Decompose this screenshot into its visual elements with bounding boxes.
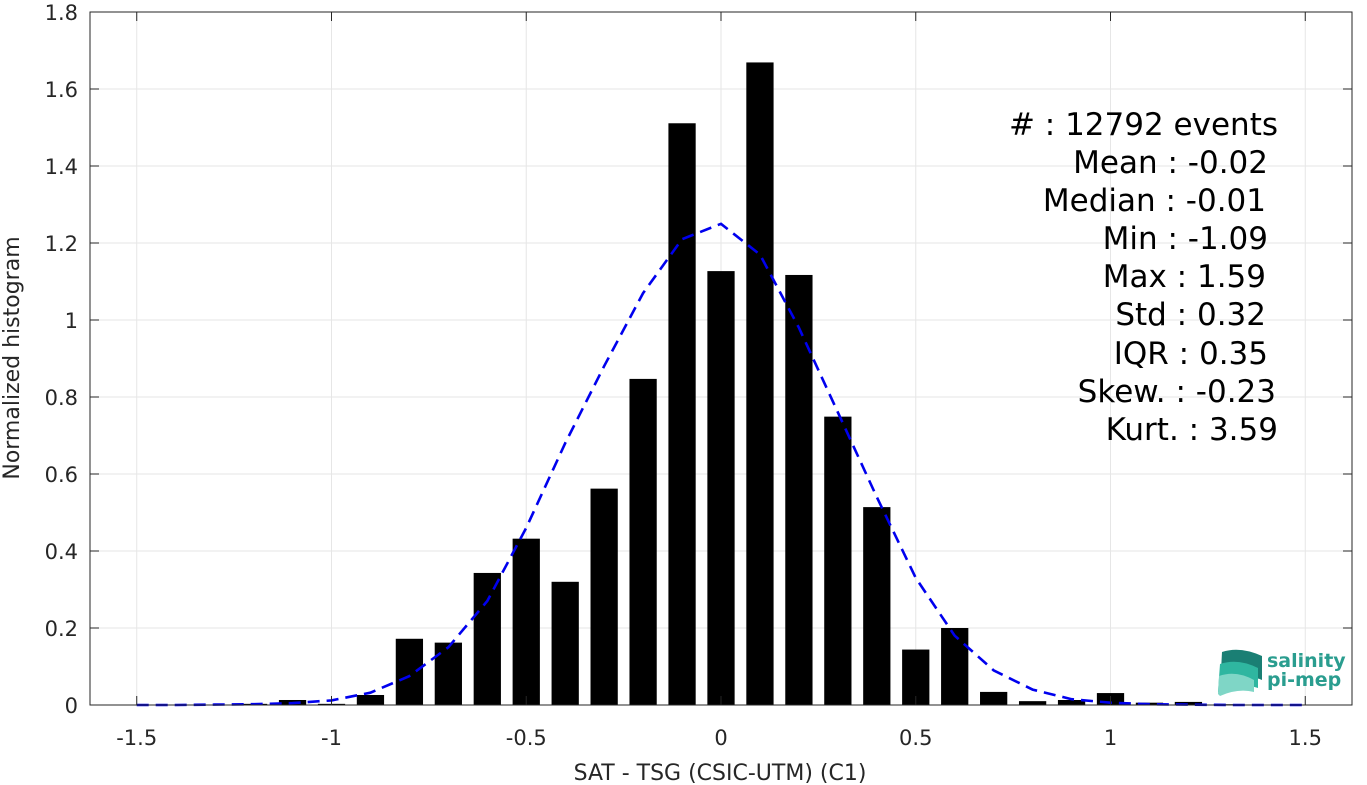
x-tick-label: 0.5 <box>899 726 932 750</box>
y-axis-ticks: 0 0.2 0.4 0.6 0.8 1 1.2 1.4 1.6 1.8 <box>45 1 1352 718</box>
y-tick-label: 1 <box>65 309 78 333</box>
y-tick-label: 0 <box>65 694 78 718</box>
histogram-bar <box>1174 701 1203 705</box>
histogram-bar <box>824 416 852 705</box>
histogram-bar <box>434 642 462 705</box>
stat-median: Median : -0.01 <box>1043 183 1266 219</box>
stat-count: # : 12792 events <box>1009 107 1278 143</box>
stat-std: Std : 0.32 <box>1115 297 1266 333</box>
x-axis-label: SAT - TSG (CSIC-UTM) (C1) <box>574 761 867 785</box>
stat-mean: Mean : -0.02 <box>1073 145 1268 181</box>
salinity-pi-mep-logo: salinity pi-mep <box>1218 649 1346 696</box>
histogram-bar <box>707 271 735 705</box>
histogram-bar <box>863 507 891 705</box>
stat-kurt: Kurt. : 3.59 <box>1106 412 1278 448</box>
stat-skew: Skew. : -0.23 <box>1078 374 1276 410</box>
y-tick-label: 1.6 <box>45 78 78 102</box>
histogram-bar <box>473 572 501 705</box>
stats-box: # : 12792 events Mean : -0.02 Median : -… <box>1009 107 1278 448</box>
histogram-bar <box>629 378 657 705</box>
x-tick-label: -1.5 <box>116 726 157 750</box>
histogram-bar <box>980 691 1008 705</box>
y-axis-label: Normalized histogram <box>0 236 25 479</box>
x-tick-label: 1 <box>1104 726 1117 750</box>
x-tick-label: -1 <box>321 726 342 750</box>
x-axis-ticks: -1.5 -1 -0.5 0 0.5 1 1.5 <box>116 12 1322 750</box>
histogram-bar <box>356 694 385 705</box>
histogram-bar <box>1018 701 1047 705</box>
x-tick-label: 0 <box>714 726 727 750</box>
histogram-bar <box>551 581 579 705</box>
logo-line2: pi-mep <box>1267 669 1341 691</box>
x-tick-label: -0.5 <box>506 726 547 750</box>
histogram-bar <box>746 62 774 706</box>
stat-max: Max : 1.59 <box>1103 259 1266 295</box>
stat-iqr: IQR : 0.35 <box>1114 336 1268 372</box>
histogram-bar <box>941 628 969 705</box>
histogram-bar <box>395 638 424 705</box>
y-tick-label: 1.2 <box>45 232 78 256</box>
histogram-bar <box>590 488 618 705</box>
y-tick-label: 0.4 <box>45 540 78 564</box>
y-tick-label: 0.2 <box>45 617 78 641</box>
histogram-bar <box>512 538 540 705</box>
logo-line1: salinity <box>1267 650 1346 672</box>
histogram-bar <box>785 274 813 705</box>
histogram-bar <box>902 649 930 705</box>
y-tick-label: 1.8 <box>45 1 78 25</box>
histogram-bar <box>668 123 696 705</box>
y-tick-label: 0.6 <box>45 463 78 487</box>
stat-min: Min : -1.09 <box>1103 221 1268 257</box>
waves-icon <box>1218 649 1262 696</box>
y-tick-label: 0.8 <box>45 386 78 410</box>
y-tick-label: 1.4 <box>45 155 78 179</box>
x-tick-label: 1.5 <box>1289 726 1322 750</box>
histogram-bar <box>1057 699 1086 705</box>
